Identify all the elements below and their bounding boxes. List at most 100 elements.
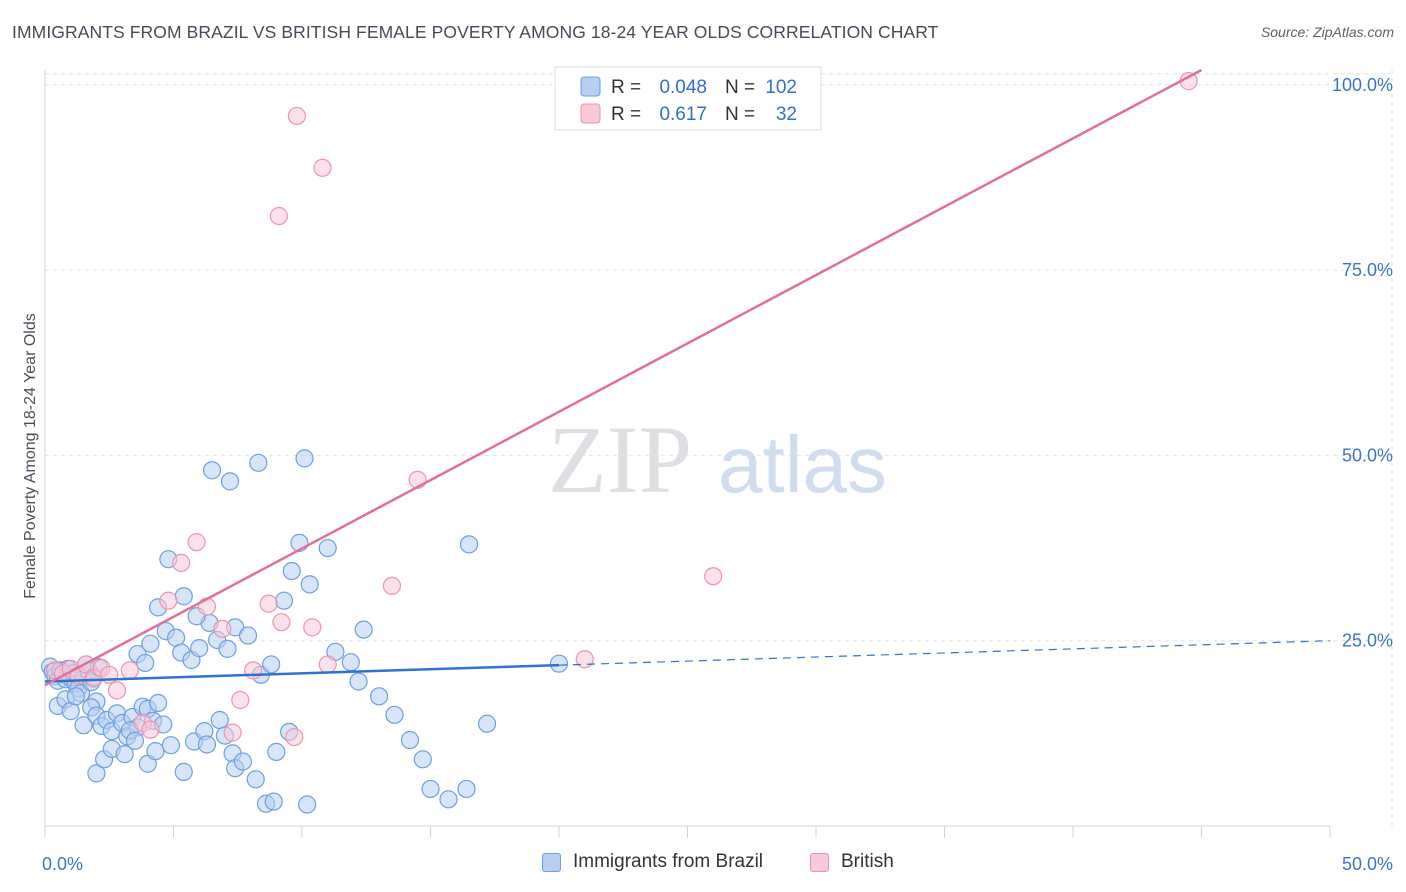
y-axis-label: Female Poverty Among 18-24 Year Olds <box>22 313 39 599</box>
brazil-point-99 <box>421 779 440 799</box>
brazil-point-58 <box>246 770 265 789</box>
brazil-point-101 <box>457 779 476 799</box>
british-point-25 <box>269 206 288 226</box>
brazil-point-23 <box>66 687 85 706</box>
british-point-23 <box>303 618 322 637</box>
brazil-point-57 <box>233 752 252 771</box>
legend-label-brazil: Immigrants from Brazil <box>573 851 764 872</box>
brazil-point-84 <box>318 538 337 558</box>
legend-item-brazil: Immigrants from Brazil <box>542 851 763 873</box>
brazil-point-93 <box>341 653 360 672</box>
british-point-14 <box>187 533 206 552</box>
brazil-point-80 <box>274 591 294 610</box>
british-point-12 <box>159 591 178 610</box>
brazil-point-52 <box>197 735 217 754</box>
brazil-point-65 <box>136 653 155 673</box>
chart-title: IMMIGRANTS FROM BRAZIL VS BRITISH FEMALE… <box>12 22 939 42</box>
brazil-point-89 <box>220 472 240 491</box>
brazil-point-40 <box>87 764 106 783</box>
trend-line-brazil <box>44 663 560 683</box>
brazil-point-83 <box>300 575 319 594</box>
brazil-point-104 <box>477 714 497 733</box>
british-point-15 <box>197 597 217 616</box>
brazil-point-45 <box>125 731 145 750</box>
british-point-31 <box>704 567 723 586</box>
brazil-point-94 <box>354 620 373 639</box>
watermark-atlas: atlas <box>718 420 887 509</box>
brazil-point-43 <box>115 745 134 764</box>
brazil-point-75 <box>218 639 237 658</box>
british-point-16 <box>213 619 232 638</box>
british-point-22 <box>285 727 304 747</box>
brazil-point-72 <box>190 639 209 658</box>
brazil-point-90 <box>249 453 268 472</box>
series-brazil-points <box>41 449 569 814</box>
brazil-point-97 <box>400 730 420 750</box>
brazil-point-24 <box>74 716 93 735</box>
brazil-point-88 <box>202 461 222 480</box>
british-point-11 <box>141 720 160 739</box>
y-tick-labels: 25.0% 50.0% 75.0% 100.0% <box>1332 75 1393 651</box>
british-point-21 <box>272 613 291 632</box>
legend-item-british: British <box>810 851 894 873</box>
brazil-point-96 <box>385 705 404 724</box>
british-point-17 <box>223 723 242 742</box>
source-credit: Source: ZipAtlas.com <box>1260 24 1394 40</box>
british-point-20 <box>259 594 278 613</box>
y-tick-label-0: 25.0% <box>1342 631 1393 651</box>
legend-r-label-1: R = <box>611 77 641 98</box>
x-tick-label-min: 0.0% <box>42 854 83 874</box>
british-point-9 <box>120 661 139 680</box>
brazil-point-61 <box>267 742 286 761</box>
brazil-point-105 <box>349 672 368 691</box>
british-point-8 <box>107 681 127 700</box>
legend-r-label-2: R = <box>611 104 641 125</box>
british-point-13 <box>172 553 191 572</box>
legend-n-value-1: 102 <box>765 77 797 98</box>
legend-swatch-british <box>580 103 601 124</box>
axes <box>44 70 1331 838</box>
british-point-24 <box>318 655 337 674</box>
trend-line-british <box>44 68 1203 687</box>
brazil-point-79 <box>262 655 281 674</box>
brazil-point-86 <box>174 587 193 606</box>
brazil-point-53 <box>210 710 229 730</box>
brazil-point-103 <box>459 535 479 554</box>
y-tick-label-1: 50.0% <box>1342 445 1393 465</box>
british-point-27 <box>313 158 332 177</box>
x-tick-labels: 0.0% 50.0% <box>42 854 1393 874</box>
legend-swatch-british-bottom <box>810 852 829 872</box>
brazil-point-48 <box>161 736 181 755</box>
brazil-point-63 <box>298 795 317 814</box>
british-point-18 <box>231 690 250 710</box>
british-point-30 <box>575 650 594 669</box>
y-tick-label-3: 100.0% <box>1332 75 1393 95</box>
gridlines <box>45 70 1393 826</box>
british-point-29 <box>382 576 402 595</box>
brazil-point-66 <box>141 634 160 653</box>
brazil-point-77 <box>238 626 258 645</box>
brazil-point-38 <box>148 693 168 713</box>
brazil-point-91 <box>295 449 314 468</box>
trend-lines <box>44 68 1331 687</box>
series-legend: Immigrants from Brazil British <box>0 851 1406 877</box>
watermark: ZIP atlas <box>548 406 887 513</box>
y-tick-label-2: 75.0% <box>1342 260 1393 280</box>
legend-r-value-1: 0.048 <box>659 77 707 98</box>
brazil-point-98 <box>413 750 432 769</box>
legend-n-label-2: N = <box>725 104 755 125</box>
legend-n-value-2: 32 <box>776 104 797 125</box>
brazil-point-47 <box>146 742 165 761</box>
legend-swatch-brazil <box>580 76 601 97</box>
legend-r-value-2: 0.617 <box>659 104 707 125</box>
brazil-point-95 <box>370 687 389 706</box>
brazil-point-60 <box>264 792 283 811</box>
brazil-point-81 <box>282 561 301 581</box>
stats-legend: R = 0.048 N = 102 R = 0.617 N = 32 <box>554 66 822 131</box>
brazil-point-100 <box>439 790 458 809</box>
brazil-point-102 <box>549 654 569 673</box>
x-tick-label-max: 50.0% <box>1342 854 1393 874</box>
legend-n-label-1: N = <box>725 77 755 98</box>
trend-line-brazil-extension <box>558 640 1331 666</box>
legend-label-british: British <box>841 851 894 872</box>
